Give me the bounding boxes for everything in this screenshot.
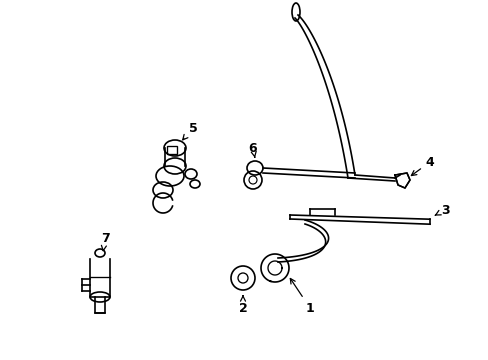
Bar (167, 146, 177, 154)
Text: 6: 6 (248, 141, 257, 157)
Text: 7: 7 (101, 231, 109, 251)
Text: 4: 4 (410, 156, 433, 176)
Text: 5: 5 (183, 122, 197, 140)
Polygon shape (394, 173, 409, 188)
Text: 3: 3 (434, 203, 448, 216)
Text: 1: 1 (290, 279, 314, 315)
Text: 2: 2 (238, 296, 247, 315)
